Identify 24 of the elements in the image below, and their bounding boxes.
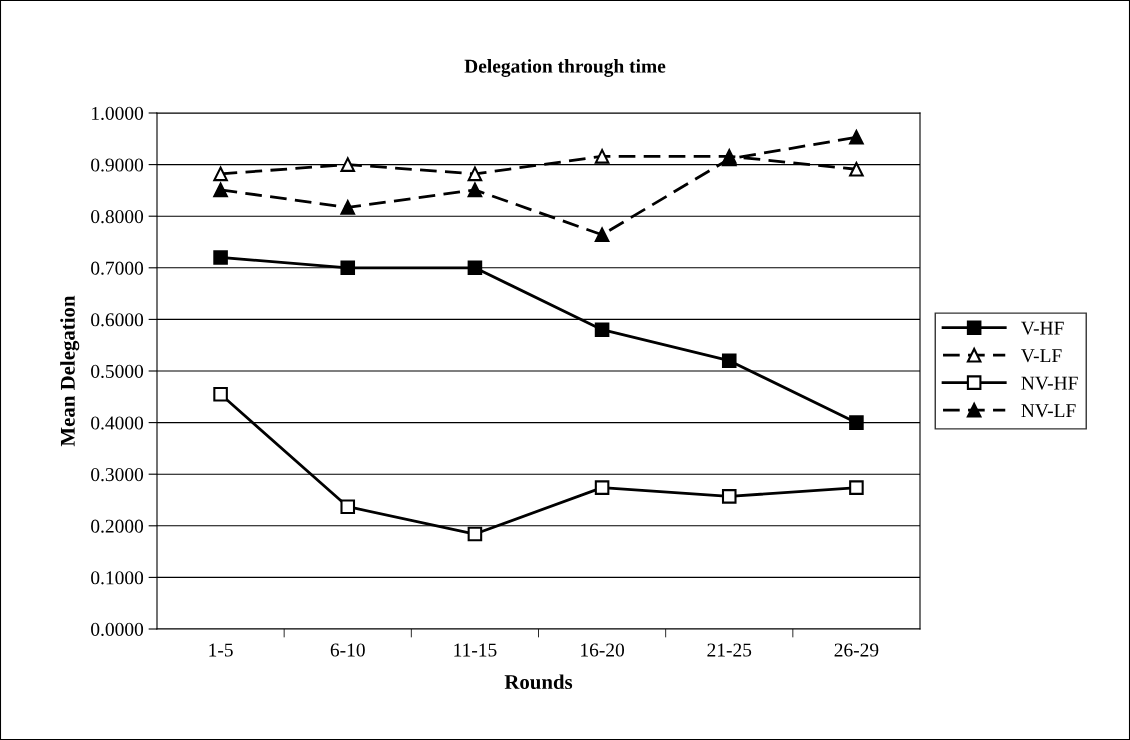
x-tick-label: 6-10 (330, 643, 365, 657)
chart-title: Delegation through time (464, 59, 666, 77)
y-tick-label: 0.1000 (91, 571, 144, 585)
y-tick-label: 0.4000 (91, 416, 144, 430)
legend-label: V-HF (1021, 321, 1064, 335)
y-tick-label: 0.8000 (91, 210, 144, 224)
y-tick-label: 0.7000 (91, 261, 144, 275)
y-tick-label: 0.2000 (91, 519, 144, 533)
legend-label: V-LF (1021, 349, 1062, 363)
x-tick-label: 11-15 (454, 643, 497, 657)
y-tick-label: 0.3000 (91, 468, 144, 482)
y-axis-title: Mean Delegation (60, 295, 80, 447)
y-tick-label: 0.5000 (91, 364, 144, 379)
x-tick-label: 16-20 (581, 643, 625, 657)
x-tick-label: 21-25 (707, 643, 752, 657)
y-tick-label: 0.0000 (91, 622, 144, 637)
x-tick-label: 26-29 (834, 643, 879, 657)
legend-label: NV-HF (1021, 376, 1078, 390)
legend-label: NV-LF (1021, 404, 1076, 418)
y-tick-label: 1.0000 (92, 106, 144, 121)
y-tick-label: 0.9000 (91, 158, 144, 172)
x-axis-title: Rounds (504, 674, 573, 690)
x-tick-label: 1-5 (209, 643, 233, 657)
y-tick-label: 0.6000 (91, 313, 144, 327)
